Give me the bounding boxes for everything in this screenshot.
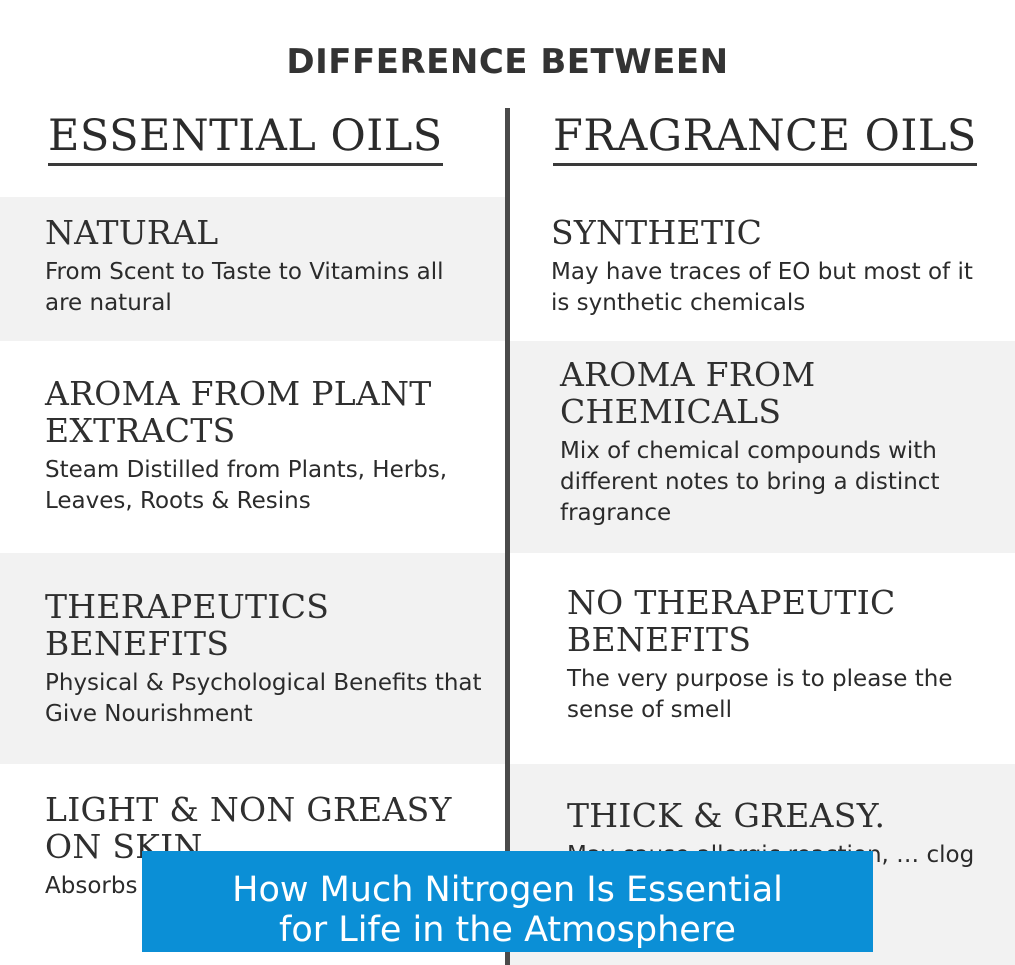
essential-oils-header: ESSENTIAL OILS [48,111,443,167]
item-heading: THICK & GREASY. [567,796,886,835]
fragrance-oils-header: FRAGRANCE OILS [553,111,977,167]
item-description: May have traces of EO but most of it is … [551,259,973,316]
item-heading: THERAPEUTICS BENEFITS [45,587,330,663]
item-description: Steam Distilled from Plants, Herbs, Leav… [45,457,448,514]
left-item-natural: NATURAL From Scent to Taste to Vitamins … [45,214,485,319]
page-title: DIFFERENCE BETWEEN [286,42,729,82]
left-item-aroma: AROMA FROM PLANT EXTRACTS Steam Distille… [45,375,485,517]
item-heading: NATURAL [45,213,219,252]
row-band-left-1 [0,197,505,341]
item-heading: AROMA FROM CHEMICALS [560,355,816,431]
banner-line-1: How Much Nitrogen Is Essential [232,870,783,910]
row-band-left-3 [0,553,505,764]
item-description: Mix of chemical compounds with different… [560,438,940,526]
left-item-light: LIGHT & NON GREASY ON SKIN Absorbs … Wit… [45,791,485,902]
banner-line-2: for Life in the Atmosphere [279,910,736,950]
item-heading: AROMA FROM PLANT EXTRACTS [45,374,432,450]
right-item-no-therapeutic: NO THERAPEUTIC BENEFITS The very purpose… [567,584,987,726]
left-item-therapeutics: THERAPEUTICS BENEFITS Physical & Psychol… [45,588,485,730]
item-heading: SYNTHETIC [551,213,763,252]
item-description: Physical & Psychological Benefits that G… [45,670,482,727]
row-band-right-2 [510,341,1015,553]
item-description: From Scent to Taste to Vitamins all are … [45,259,444,316]
right-item-synthetic: SYNTHETIC May have traces of EO but most… [551,214,991,319]
item-heading: LIGHT & NON GREASY ON SKIN [45,790,452,866]
column-divider [505,108,510,965]
item-heading: NO THERAPEUTIC BENEFITS [567,583,896,659]
right-item-aroma: AROMA FROM CHEMICALS Mix of chemical com… [560,356,990,529]
item-description: The very purpose is to please the sense … [567,666,953,723]
article-title-banner[interactable]: How Much Nitrogen Is Essential for Life … [142,851,873,952]
